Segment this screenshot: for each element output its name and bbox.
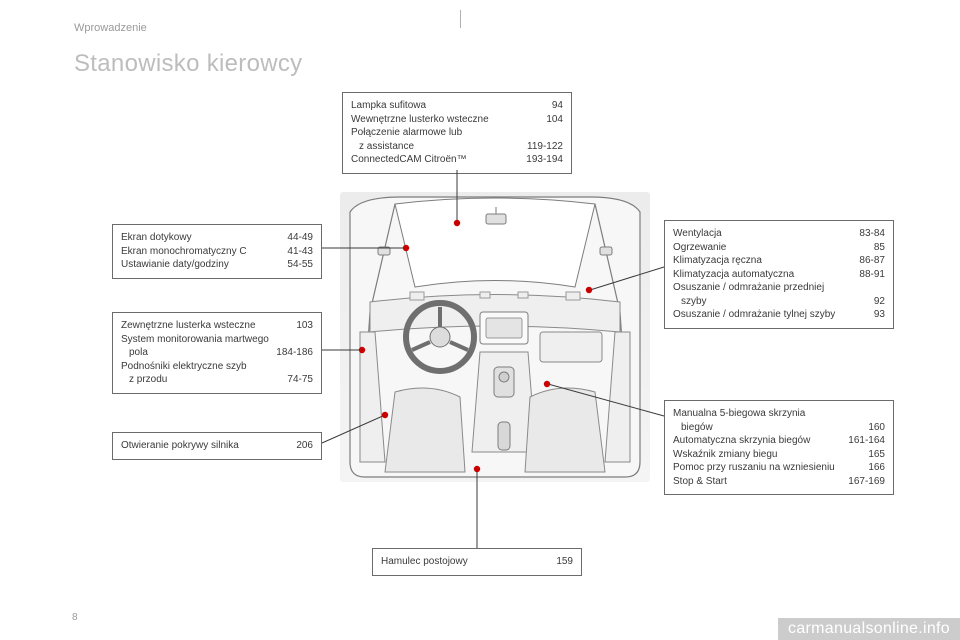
callout-page: 184-186 [276, 346, 313, 360]
callout-page: 44-49 [277, 231, 313, 245]
callout-bottom: Hamulec postojowy 159 [372, 548, 582, 576]
callout-page: 41-43 [277, 245, 313, 259]
callout-page: 92 [849, 295, 885, 309]
callout-row: Pomoc przy ruszaniu na wzniesieniu 166 [673, 461, 885, 475]
callout-left-c: Otwieranie pokrywy silnika 206 [112, 432, 322, 460]
callout-label: Ustawianie daty/godziny [121, 258, 269, 272]
callout-row: ConnectedCAM Citroën™ 193-194 [351, 153, 563, 167]
callout-label: pola [129, 346, 268, 360]
callout-label: z przodu [129, 373, 269, 387]
callout-page: 167-169 [848, 475, 885, 489]
callout-page: 94 [527, 99, 563, 113]
callout-page: 159 [537, 555, 573, 569]
callout-label: z assistance [359, 140, 519, 154]
callout-left-b: Zewnętrzne lusterka wsteczne 103 System mo… [112, 312, 322, 394]
callout-page: 166 [849, 461, 885, 475]
callout-page [527, 126, 563, 140]
callout-row: Zewnętrzne lusterka wsteczne 103 [121, 319, 313, 333]
callout-page: 160 [849, 421, 885, 435]
callout-label: Otwieranie pokrywy silnika [121, 439, 269, 453]
callout-row: Osuszanie / odmrażanie tylnej szyby 93 [673, 308, 885, 322]
callout-page [849, 407, 885, 421]
callout-right-a: Wentylacja83-84Ogrzewanie85Klimatyzacja … [664, 220, 894, 329]
callout-label: System monitorowania martwego [121, 333, 269, 347]
callout-row: System monitorowania martwego [121, 333, 313, 347]
callout-row: Manualna 5-biegowa skrzynia [673, 407, 885, 421]
callout-row: z assistance 119-122 [351, 140, 563, 154]
callout-row: Klimatyzacja automatyczna 88-91 [673, 268, 885, 282]
callout-row: Połączenie alarmowe lub [351, 126, 563, 140]
page-title: Stanowisko kierowcy [74, 50, 302, 78]
callout-label: Pomoc przy ruszaniu na wzniesieniu [673, 461, 841, 475]
callout-label: Ekran dotykowy [121, 231, 269, 245]
callout-row: Wentylacja 83-84 [673, 227, 885, 241]
callout-page: 88-91 [849, 268, 885, 282]
callout-label: Połączenie alarmowe lub [351, 126, 519, 140]
callout-page: 193-194 [526, 153, 563, 167]
callout-row: Hamulec postojowy 159 [381, 555, 573, 569]
callout-label: Ekran monochromatyczny C [121, 245, 269, 259]
callout-row: Klimatyzacja ręczna 86-87 [673, 254, 885, 268]
callout-label: Klimatyzacja automatyczna [673, 268, 841, 282]
callout-label: Podnośniki elektryczne szyb [121, 360, 269, 374]
callout-row: Wskaźnik zmiany biegu 165 [673, 448, 885, 462]
callout-label: Zewnętrzne lusterka wsteczne [121, 319, 269, 333]
callout-page: 54-55 [277, 258, 313, 272]
callout-label: Osuszanie / odmrażanie tylnej szyby [673, 308, 841, 322]
callout-label: biegów [681, 421, 841, 435]
callout-row: Otwieranie pokrywy silnika 206 [121, 439, 313, 453]
callout-row: z przodu 74-75 [121, 373, 313, 387]
callout-label: Osuszanie / odmrażanie przedniej [673, 281, 841, 295]
page-number: 8 [72, 612, 78, 623]
callout-label: ConnectedCAM Citroën™ [351, 153, 518, 167]
section-label: Wprowadzenie [74, 22, 147, 34]
callout-page: 103 [277, 319, 313, 333]
interior-svg [340, 192, 650, 482]
callout-page: 83-84 [849, 227, 885, 241]
header-separator [460, 10, 461, 28]
callout-page [277, 360, 313, 374]
callout-top: Lampka sufitowa94Wewnętrzne lusterko wst… [342, 92, 572, 174]
callout-row: Ekran monochromatyczny C 41-43 [121, 245, 313, 259]
callout-label: Lampka sufitowa [351, 99, 519, 113]
callout-page [277, 333, 313, 347]
callout-label: Hamulec postojowy [381, 555, 529, 569]
callout-page: 161-164 [848, 434, 885, 448]
callout-page: 119-122 [527, 140, 563, 154]
callout-label: Wskaźnik zmiany biegu [673, 448, 841, 462]
callout-row: szyby 92 [673, 295, 885, 309]
callout-label: Wentylacja [673, 227, 841, 241]
callout-row: Ekran dotykowy 44-49 [121, 231, 313, 245]
callout-row: Ogrzewanie 85 [673, 241, 885, 255]
callout-page: 165 [849, 448, 885, 462]
callout-page [849, 281, 885, 295]
callout-row: Wewnętrzne lusterko wsteczne 104 [351, 113, 563, 127]
callout-label: Stop & Start [673, 475, 840, 489]
callout-page: 104 [527, 113, 563, 127]
watermark: carmanualsonline.info [778, 618, 960, 640]
callout-page: 74-75 [277, 373, 313, 387]
callout-label: Manualna 5-biegowa skrzynia [673, 407, 841, 421]
callout-right-b: Manualna 5-biegowa skrzyniabiegów160Auto… [664, 400, 894, 495]
callout-row: Stop & Start 167-169 [673, 475, 885, 489]
callout-row: pola 184-186 [121, 346, 313, 360]
interior-illustration [340, 192, 650, 482]
callout-label: Automatyczna skrzynia biegów [673, 434, 840, 448]
callout-row: Osuszanie / odmrażanie przedniej [673, 281, 885, 295]
callout-label: szyby [681, 295, 841, 309]
callout-row: Lampka sufitowa 94 [351, 99, 563, 113]
callout-row: Podnośniki elektryczne szyb [121, 360, 313, 374]
callout-row: Automatyczna skrzynia biegów 161-164 [673, 434, 885, 448]
callout-row: biegów 160 [673, 421, 885, 435]
callout-label: Wewnętrzne lusterko wsteczne [351, 113, 519, 127]
callout-page: 85 [849, 241, 885, 255]
callout-page: 206 [277, 439, 313, 453]
callout-page: 86-87 [849, 254, 885, 268]
callout-left-a: Ekran dotykowy44-49Ekran monochromatyczn… [112, 224, 322, 279]
callout-label: Ogrzewanie [673, 241, 841, 255]
manual-page: Wprowadzenie Stanowisko kierowcy [50, 0, 910, 640]
callout-page: 93 [849, 308, 885, 322]
callout-row: Ustawianie daty/godziny 54-55 [121, 258, 313, 272]
callout-label: Klimatyzacja ręczna [673, 254, 841, 268]
